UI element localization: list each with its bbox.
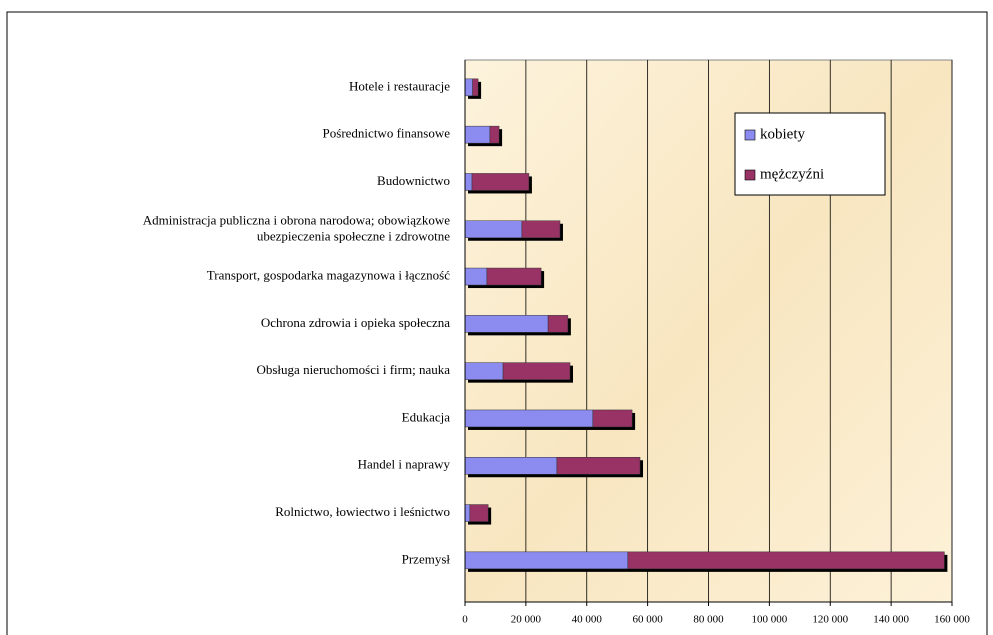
y-tick-label: Obsługa nieruchomości i firm; nauka — [256, 362, 450, 377]
legend-label: mężczyźni — [760, 166, 824, 182]
bar-segment — [464, 78, 473, 97]
bar-segment — [464, 504, 471, 522]
y-tick-label: Transport, gospodarka magazynowa i łączn… — [207, 268, 450, 283]
bar-segment — [489, 125, 500, 144]
legend-swatch — [744, 129, 756, 141]
x-tick-label: 80 000 — [693, 614, 724, 626]
x-tick-label: 120 000 — [812, 614, 848, 626]
x-tick-label: 0 — [462, 614, 468, 626]
legend-swatch — [744, 169, 756, 181]
y-tick-label: Handel i naprawy — [358, 457, 451, 472]
bar-segment — [521, 220, 561, 238]
x-tick-label: 100 000 — [752, 614, 788, 626]
y-tick-label: Hotele i restauracje — [349, 78, 450, 93]
bar-segment — [464, 220, 523, 238]
bar-segment — [627, 551, 945, 570]
bar-segment — [502, 362, 571, 380]
x-tick-label: 40 000 — [572, 614, 603, 626]
legend-label: kobiety — [760, 126, 805, 142]
y-tick-label: Pośrednictwo finansowe — [323, 126, 451, 141]
y-tick-label: Rolnictwo, łowiectwo i leśnictwo — [275, 504, 450, 519]
y-tick-label: Budownictwo — [377, 173, 450, 188]
bar-segment — [464, 551, 629, 570]
bar-segment — [464, 125, 491, 144]
bar-segment — [464, 315, 549, 333]
y-tick-label: Przemysł — [402, 551, 451, 566]
bar-segment — [464, 409, 594, 428]
y-tick-label: Edukacja — [402, 409, 451, 424]
bar-segment — [464, 267, 488, 286]
x-tick-label: 20 000 — [511, 614, 542, 626]
bar-segment — [471, 173, 530, 191]
bar-segment — [547, 315, 569, 333]
bar-segment — [464, 362, 504, 380]
y-tick-label: Ochrona zdrowia i opieka społeczna — [261, 315, 450, 330]
x-tick-label: 140 000 — [873, 614, 909, 626]
y-tick-label: Administracja publiczna i obrona narodow… — [143, 212, 450, 243]
bar-segment — [472, 78, 479, 97]
bar-segment — [486, 267, 542, 286]
bar-segment — [464, 457, 558, 475]
legend-box — [734, 112, 886, 196]
bar-segment — [556, 457, 641, 475]
bar-segment — [469, 504, 489, 522]
x-tick-label: 160 000 — [934, 614, 970, 626]
bar-segment — [464, 173, 473, 191]
x-tick-label: 60 000 — [633, 614, 664, 626]
bar-segment — [592, 409, 633, 428]
